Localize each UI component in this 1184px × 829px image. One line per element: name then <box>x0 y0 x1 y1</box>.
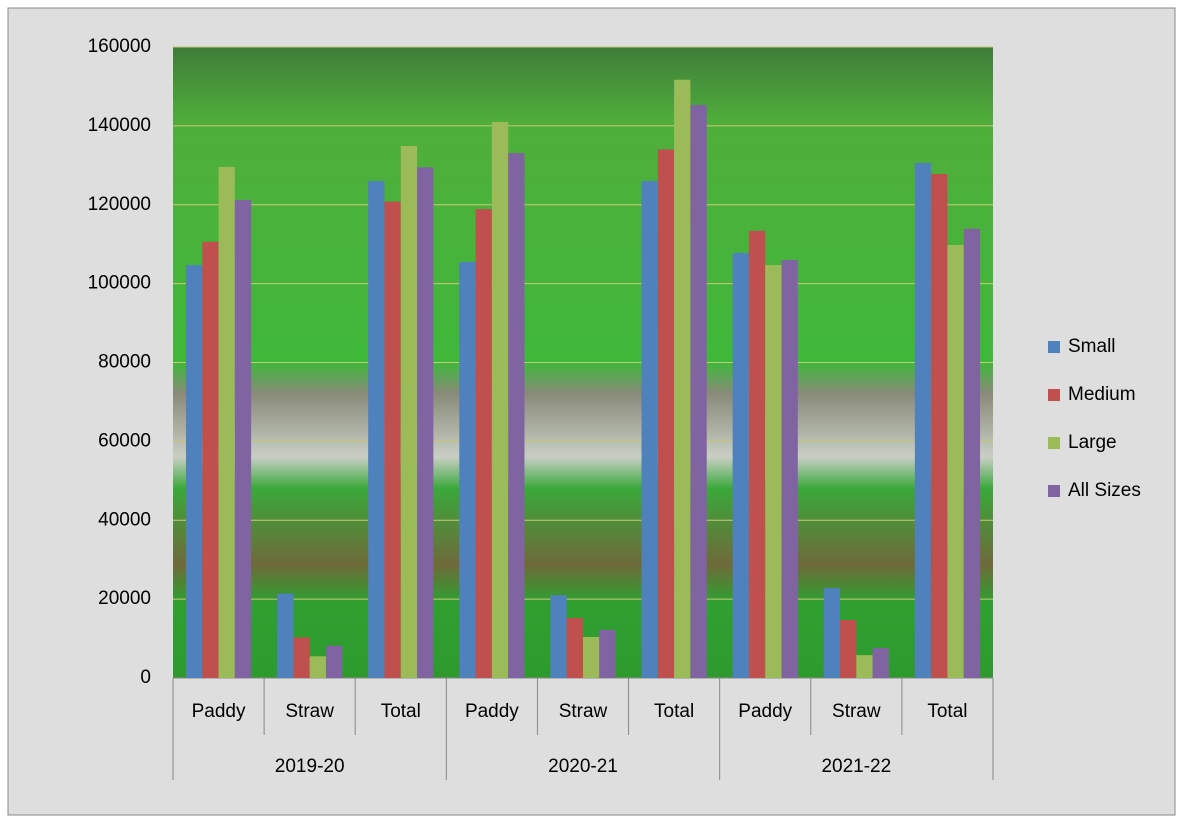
x-tick-label: Paddy <box>465 701 519 722</box>
bar <box>781 259 798 678</box>
x-tick-label: Total <box>654 701 694 722</box>
bar <box>765 265 782 678</box>
x-tick-label: Straw <box>285 701 334 722</box>
bar <box>732 252 749 678</box>
bar <box>823 588 841 678</box>
x-group-label: 2019-20 <box>275 756 345 777</box>
y-tick-label: 120000 <box>88 194 151 215</box>
y-tick-label: 80000 <box>98 352 151 373</box>
bar <box>914 162 932 679</box>
x-tick-label: Straw <box>559 701 608 722</box>
legend-label: All Sizes <box>1068 480 1141 501</box>
legend-swatch <box>1048 389 1060 401</box>
bar <box>202 241 219 679</box>
bar <box>368 181 385 678</box>
bar <box>185 265 203 678</box>
bar <box>218 166 235 678</box>
y-tick-label: 60000 <box>98 430 151 451</box>
bar <box>840 620 857 678</box>
bar <box>309 656 326 678</box>
bar <box>748 230 766 678</box>
legend-swatch <box>1048 341 1060 353</box>
y-tick-label: 0 <box>140 667 151 688</box>
x-group-label: 2020-21 <box>548 756 618 777</box>
bar <box>459 261 476 678</box>
bar <box>931 173 948 678</box>
legend-label: Small <box>1068 336 1116 357</box>
bar <box>963 228 981 678</box>
bar <box>491 121 509 678</box>
bar <box>566 618 583 678</box>
bar <box>508 153 525 679</box>
bar <box>417 167 434 679</box>
y-tick-label: 100000 <box>88 273 151 294</box>
bar <box>325 645 343 678</box>
bar <box>400 145 418 678</box>
bar <box>234 200 252 678</box>
bar <box>947 244 964 678</box>
x-tick-label: Paddy <box>192 701 246 722</box>
bar <box>657 149 675 679</box>
bar <box>856 655 873 678</box>
legend-swatch <box>1048 437 1060 449</box>
x-tick-label: Straw <box>832 701 881 722</box>
bar <box>277 593 294 678</box>
bar <box>690 104 707 678</box>
bar <box>872 648 889 678</box>
x-tick-label: Paddy <box>738 701 792 722</box>
legend-label: Medium <box>1068 384 1136 405</box>
y-tick-label: 140000 <box>88 115 151 136</box>
bar <box>293 637 310 678</box>
bar <box>641 181 658 678</box>
y-tick-label: 160000 <box>88 36 151 57</box>
y-tick-label: 40000 <box>98 509 151 530</box>
bar <box>384 201 401 678</box>
y-tick-label: 20000 <box>98 588 151 609</box>
bar <box>583 636 600 678</box>
bar <box>599 629 616 678</box>
legend-label: Large <box>1068 432 1117 453</box>
bar <box>475 209 492 678</box>
bar <box>674 79 691 678</box>
x-tick-label: Total <box>927 701 967 722</box>
x-tick-label: Total <box>381 701 421 722</box>
bar <box>550 595 567 678</box>
legend-swatch <box>1048 485 1060 497</box>
x-group-label: 2021-22 <box>821 756 891 777</box>
